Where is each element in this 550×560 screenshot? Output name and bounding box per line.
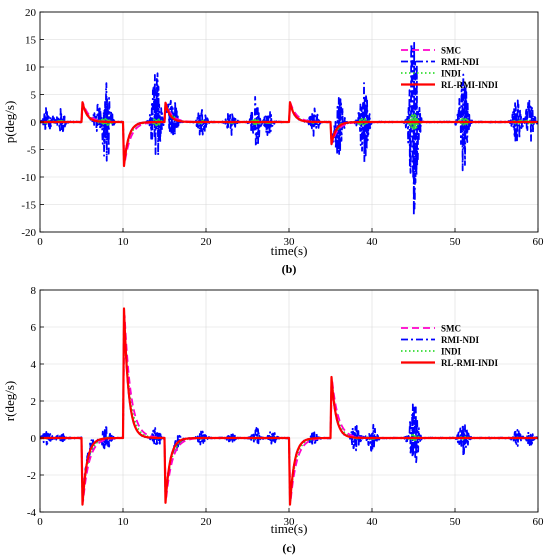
legend-label: SMC <box>441 46 461 56</box>
x-axis-label: time(s) <box>271 521 308 536</box>
y-axis-label: r(deg/s) <box>2 381 17 421</box>
panel-caption: (b) <box>282 262 297 276</box>
legend-label: INDI <box>441 347 462 357</box>
chart-panel-b: 0 10 20 30 40 50 60 -20 -15 -10 -5 0 5 10 15 20 time(s) p… <box>2 7 544 276</box>
y-axis-label: p(deg/s) <box>2 101 17 144</box>
chart-panel-c: 0 10 20 30 40 50 60 -4 -2 0 2 4 6 8 time(s) r(deg/s) (c)… <box>2 285 544 555</box>
y-tick-label: 8 <box>31 285 37 297</box>
y-tick-label: 6 <box>31 322 37 334</box>
y-tick-label: -2 <box>27 470 36 482</box>
plot-area <box>40 41 538 216</box>
x-tick-label: 0 <box>37 516 43 528</box>
x-tick-label: 20 <box>201 236 213 248</box>
x-tick-label: 60 <box>533 236 545 248</box>
x-tick-label: 0 <box>37 236 43 248</box>
y-tick-label: -10 <box>21 172 36 184</box>
y-tick-label: 0 <box>31 433 37 445</box>
y-tick-label: -15 <box>21 200 36 212</box>
series-line-rl-rmi-indi <box>40 101 538 168</box>
x-tick-label: 40 <box>367 236 379 248</box>
legend-label: RMI-NDI <box>441 57 479 67</box>
y-tick-label: -20 <box>21 227 36 239</box>
x-tick-label: 10 <box>118 236 130 248</box>
panel-caption: (c) <box>282 541 295 555</box>
y-tick-label: 15 <box>25 35 37 47</box>
y-tick-label: 10 <box>25 62 37 74</box>
x-tick-label: 10 <box>118 516 130 528</box>
y-tick-label: -5 <box>27 145 37 157</box>
legend-label: INDI <box>441 69 462 79</box>
plot-area <box>40 307 538 506</box>
legend-label: RMI-NDI <box>441 335 479 345</box>
y-tick-label: 4 <box>31 359 37 371</box>
series-line-rl-rmi-indi <box>40 307 538 506</box>
y-tick-label: 5 <box>31 90 37 102</box>
y-tick-label: -4 <box>27 507 37 519</box>
y-tick-label: 0 <box>31 117 37 129</box>
x-tick-label: 40 <box>367 516 379 528</box>
x-tick-label: 50 <box>450 516 462 528</box>
x-tick-label: 60 <box>533 516 545 528</box>
y-tick-label: 2 <box>31 396 37 408</box>
x-axis-label: time(s) <box>271 243 308 258</box>
legend-label: RL-RMI-INDI <box>441 358 498 368</box>
y-tick-label: 20 <box>25 7 37 19</box>
x-tick-label: 30 <box>284 516 296 528</box>
x-tick-label: 30 <box>284 236 296 248</box>
legend-label: SMC <box>441 324 461 334</box>
x-tick-label: 50 <box>450 236 462 248</box>
legend-label: RL-RMI-INDI <box>441 80 498 90</box>
x-tick-label: 20 <box>201 516 213 528</box>
